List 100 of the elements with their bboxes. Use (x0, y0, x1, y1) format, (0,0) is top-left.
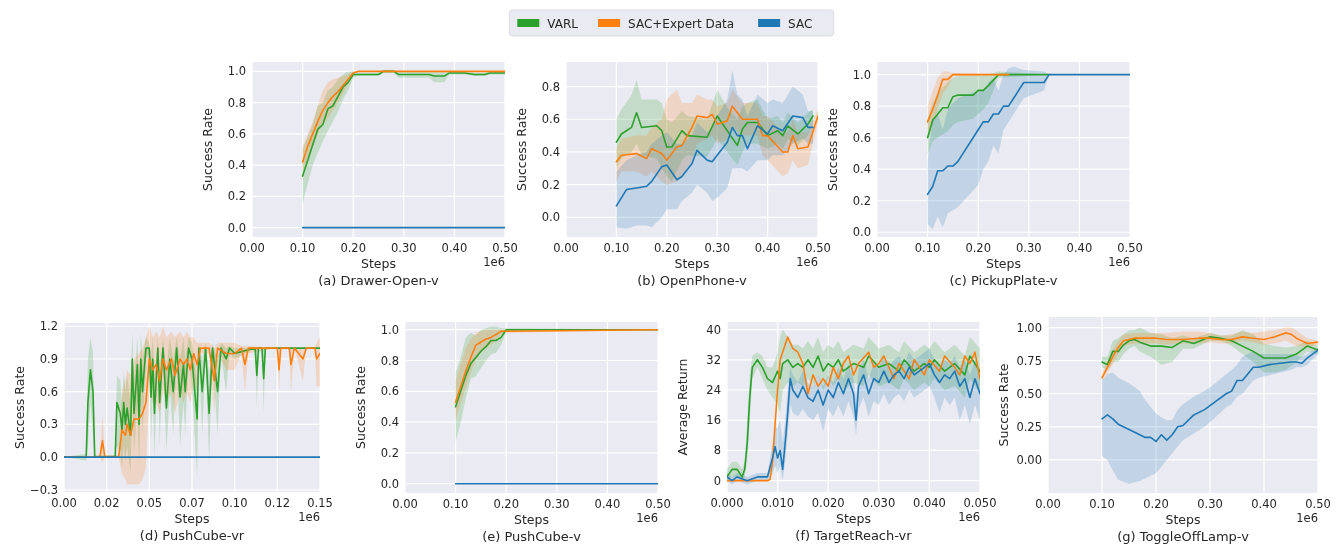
x-tick-label: 0.30 (704, 241, 730, 255)
text: 1e6 (636, 511, 658, 525)
y-tick-label: 0.0 (39, 450, 58, 465)
x-tick-label: 0.20 (340, 241, 366, 255)
text: 1e6 (1296, 511, 1318, 525)
y-tick-label: 0.2 (541, 177, 560, 192)
x-tick-label: 0.50 (1117, 241, 1143, 255)
y-axis-title: Success Rate (200, 107, 215, 191)
y-tick-label: 0.6 (227, 126, 246, 141)
x-tick-label: 0.00 (51, 496, 77, 510)
x-tick-label: 0.50 (645, 497, 671, 511)
y-axis-title: Success Rate (996, 363, 1011, 447)
y-tick-label: 0.9 (39, 352, 58, 367)
y-tick-label: 0.2 (380, 445, 399, 460)
y-tick-label: 0.0 (541, 210, 560, 225)
y-tick-label: 0.6 (39, 384, 58, 399)
y-axis-title: Success Rate (12, 365, 27, 449)
x-tick-label: 0.030 (862, 496, 896, 510)
x-tick-label: 0.50 (805, 241, 831, 255)
x-tick-label: 0.40 (754, 241, 781, 255)
x-tick-label: 0.30 (1197, 497, 1223, 511)
y-tick-label: 0.25 (1016, 419, 1042, 434)
text: 1e6 (1108, 255, 1130, 269)
x-tick-label: 0.07 (179, 496, 205, 510)
x-tick-label: 0.30 (1016, 241, 1042, 255)
x-tick-label: 0.20 (654, 241, 680, 255)
y-tick-label: 0.6 (541, 112, 560, 127)
x-tick-label: 0.50 (1305, 497, 1331, 511)
x-axis-title: Steps (514, 512, 549, 527)
y-tick-label: 0.8 (541, 79, 560, 94)
text: 1e6 (483, 255, 505, 269)
legend-label: SAC+Expert Data (628, 16, 735, 31)
x-tick-label: 0.040 (912, 496, 946, 510)
y-tick-label: 1.0 (380, 322, 399, 337)
y-tick-label: 0.6 (852, 130, 871, 145)
x-tick-label: 0.00 (1035, 497, 1061, 511)
x-tick-label: 0.10 (914, 241, 941, 255)
y-tick-label: 0.6 (380, 384, 399, 399)
x-axis-title: Steps (674, 256, 710, 271)
x-tick-label: 0.02 (93, 496, 120, 510)
x-axis-title: Steps (1165, 512, 1201, 527)
y-tick-label: 0.4 (541, 144, 560, 159)
y-tick-label: 0.8 (380, 353, 399, 368)
y-axis-title: Success Rate (514, 107, 529, 191)
y-tick-label: 1.0 (227, 64, 246, 79)
line-series (926, 73, 1050, 139)
x-tick-label: 0.30 (544, 497, 570, 511)
text: (e) PushCube-v (482, 529, 582, 544)
x-tick-label: 0.00 (864, 241, 890, 255)
legend-label: VARL (547, 16, 579, 31)
y-tick-label: 0.2 (227, 189, 246, 204)
y-tick-label: 0.4 (852, 162, 871, 177)
text: (c) PickupPlate-v (949, 273, 1058, 288)
x-tick-label: 0.010 (761, 496, 795, 510)
x-tick-label: 0.10 (603, 241, 630, 255)
y-tick-label: 0.0 (852, 225, 871, 240)
text: (d) PushCube-vr (139, 528, 245, 543)
x-tick-label: 0.10 (1089, 497, 1115, 511)
x-tick-label: 0.15 (307, 496, 333, 510)
y-tick-label: 0 (713, 473, 721, 488)
y-tick-label: 0.75 (1016, 353, 1042, 368)
x-tick-label: 0.00 (392, 497, 418, 511)
y-tick-label: 8 (713, 443, 721, 458)
y-tick-label: 1.00 (1016, 320, 1042, 335)
y-axis-title: Success Rate (825, 107, 840, 191)
y-tick-label: 16 (706, 413, 721, 428)
x-axis-title: Steps (986, 256, 1021, 271)
line-series (615, 111, 814, 148)
x-tick-label: 0.20 (1143, 497, 1169, 511)
line-series (926, 73, 1130, 196)
y-axis-title: Success Rate (353, 365, 368, 449)
line-series (1101, 349, 1318, 443)
text: 1e6 (298, 510, 320, 524)
y-tick-label: 0.2 (852, 193, 871, 208)
line-series (1101, 336, 1318, 366)
text: (a) Drawer-Open-v (318, 273, 440, 288)
y-tick-label: 0.8 (852, 99, 871, 114)
x-tick-label: 0.050 (963, 496, 997, 510)
y-tick-label: 40 (706, 322, 721, 337)
x-tick-label: 0.10 (221, 496, 248, 510)
text: (f) TargetReach-vr (795, 528, 913, 543)
x-tick-label: 0.10 (289, 241, 316, 255)
y-tick-label: 0.0 (380, 476, 399, 491)
x-tick-label: 0.20 (493, 497, 519, 511)
x-axis-title: Steps (836, 511, 871, 526)
text: (g) ToggleOffLamp-v (1117, 529, 1250, 544)
text: (b) OpenPhone-v (637, 273, 748, 288)
y-tick-label: 0.4 (227, 158, 246, 173)
x-tick-label: 0.40 (1251, 497, 1277, 511)
y-tick-label: 32 (706, 352, 721, 367)
x-tick-label: 0.40 (594, 497, 621, 511)
x-tick-label: 0.00 (553, 241, 579, 255)
y-tick-label: 1.2 (39, 319, 58, 334)
y-tick-label: 0.50 (1016, 386, 1042, 401)
line-series (926, 73, 1010, 123)
y-tick-label: 0.0 (227, 220, 246, 235)
y-tick-label: 0.00 (1016, 452, 1042, 467)
x-axis-title: Steps (361, 256, 396, 271)
x-tick-label: 0.020 (811, 496, 845, 510)
x-tick-label: 0.40 (1066, 241, 1093, 255)
